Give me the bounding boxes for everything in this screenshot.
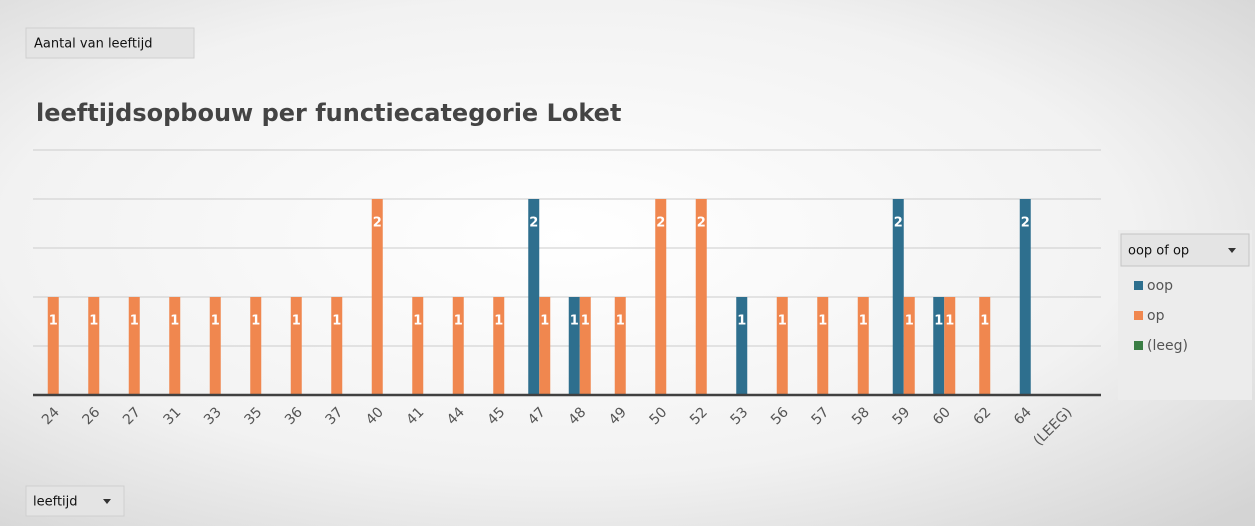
bar [892, 199, 904, 395]
data-label: 1 [570, 314, 579, 329]
bar [944, 297, 956, 395]
legend-swatch [1134, 341, 1143, 350]
bar [412, 297, 424, 395]
data-label: 2 [1021, 216, 1030, 231]
bar [371, 199, 383, 395]
bar [903, 297, 915, 395]
chart-title: leeftijdsopbouw per functiecategorie Lok… [36, 99, 621, 127]
bar [568, 297, 580, 395]
bar [817, 297, 829, 395]
bar [614, 297, 626, 395]
data-label: 1 [737, 314, 746, 329]
legend-filter-button[interactable] [1120, 233, 1250, 267]
bar [452, 297, 464, 395]
bar [47, 297, 59, 395]
legend-label: oop [1147, 278, 1173, 294]
bar [695, 199, 707, 395]
bar [128, 297, 140, 395]
data-label: 1 [211, 314, 220, 329]
bar [736, 297, 748, 395]
legend-title: oop of op [1128, 244, 1189, 259]
dropdown-arrow [103, 499, 111, 504]
data-label: 1 [581, 314, 590, 329]
bar [88, 297, 100, 395]
data-label: 1 [251, 314, 260, 329]
data-label: 1 [89, 314, 98, 329]
data-label: 1 [130, 314, 139, 329]
field-button[interactable] [25, 27, 195, 59]
legend-label: (leeg) [1147, 338, 1188, 354]
data-label: 2 [656, 216, 665, 231]
data-label: 1 [905, 314, 914, 329]
data-label: 1 [934, 314, 943, 329]
data-label: 1 [859, 314, 868, 329]
bar [857, 297, 869, 395]
bar [933, 297, 945, 395]
bar [539, 297, 551, 395]
bar [579, 297, 591, 395]
bar [331, 297, 343, 395]
bar [250, 297, 262, 395]
bar [209, 297, 221, 395]
data-label: 2 [697, 216, 706, 231]
data-label: 1 [292, 314, 301, 329]
bar [776, 297, 788, 395]
data-label: 1 [945, 314, 954, 329]
bar [290, 297, 302, 395]
legend-swatch [1134, 281, 1143, 290]
data-label: 2 [529, 216, 538, 231]
data-label: 1 [980, 314, 989, 329]
data-label: 1 [49, 314, 58, 329]
bar [169, 297, 181, 395]
bar [1019, 199, 1031, 395]
legend-swatch [1134, 311, 1143, 320]
data-label: 1 [540, 314, 549, 329]
data-label: 1 [413, 314, 422, 329]
data-label: 1 [170, 314, 179, 329]
data-label: 2 [894, 216, 903, 231]
data-label: 1 [332, 314, 341, 329]
dropdown-arrow [1228, 248, 1236, 253]
legend-label: op [1147, 308, 1165, 324]
data-label: 1 [454, 314, 463, 329]
data-label: 1 [818, 314, 827, 329]
bar [528, 199, 540, 395]
bar [979, 297, 991, 395]
bar [493, 297, 505, 395]
data-label: 2 [373, 216, 382, 231]
axis-field-label: leeftijd [33, 495, 78, 510]
data-label: 1 [778, 314, 787, 329]
data-label: 1 [494, 314, 503, 329]
data-label: 1 [616, 314, 625, 329]
field-button-label: Aantal van leeftijd [34, 37, 152, 52]
bar [655, 199, 667, 395]
